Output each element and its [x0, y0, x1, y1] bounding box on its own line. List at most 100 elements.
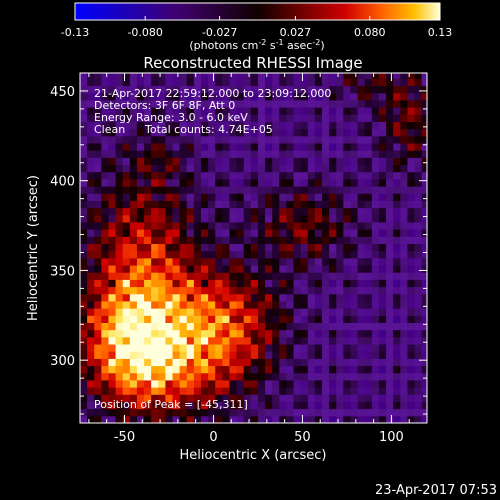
heatmap-cell [279, 344, 287, 352]
heatmap-cell [400, 415, 408, 423]
heatmap-cell [201, 329, 209, 338]
heatmap-cell [350, 387, 359, 395]
heatmap-cell [414, 358, 423, 367]
heatmap-cell [172, 265, 181, 273]
heatmap-cell [371, 394, 380, 402]
heatmap-cell [393, 322, 401, 331]
heatmap-cell [286, 300, 295, 309]
heatmap-cell [129, 178, 138, 187]
heatmap-cell [165, 99, 174, 108]
heatmap-cell [336, 286, 344, 295]
heatmap-cell [115, 387, 124, 395]
heatmap-cell [172, 315, 181, 323]
heatmap-cell [94, 73, 102, 79]
heatmap-cell [322, 135, 330, 144]
heatmap-cell [293, 178, 302, 187]
heatmap-cell [101, 164, 109, 173]
heatmap-cell [343, 200, 351, 209]
heatmap-cell [343, 344, 351, 352]
heatmap-cell [400, 193, 408, 201]
heatmap-cell [293, 99, 302, 108]
heatmap-cell [393, 229, 401, 237]
heatmap-cell [129, 78, 138, 87]
heatmap-cell [421, 408, 427, 417]
heatmap-cell [250, 243, 259, 252]
heatmap-cell [371, 186, 380, 194]
heatmap-cell [300, 200, 309, 209]
heatmap-cell [158, 329, 166, 338]
heatmap-cell [378, 257, 387, 266]
heatmap-cell [272, 315, 280, 323]
heatmap-cell [336, 308, 344, 316]
heatmap-cell [165, 143, 174, 151]
heatmap-cell [129, 250, 138, 259]
heatmap-cell [407, 336, 416, 345]
heatmap-cell [87, 394, 95, 402]
heatmap-cell [357, 372, 366, 381]
heatmap-cell [243, 73, 252, 79]
heatmap-cell [236, 365, 245, 374]
heatmap-cell [386, 351, 394, 359]
heatmap-cell [179, 178, 188, 187]
heatmap-cell [257, 265, 266, 273]
heatmap-cell [208, 250, 216, 259]
heatmap-cell [300, 387, 309, 395]
heatmap-cell [357, 293, 366, 302]
heatmap-cell [386, 329, 394, 338]
heatmap-cell [236, 214, 245, 223]
heatmap-cell [343, 408, 351, 417]
heatmap-cell [179, 272, 188, 280]
heatmap-cell [172, 207, 181, 216]
heatmap-cell [136, 229, 145, 237]
heatmap-cell [243, 286, 252, 295]
heatmap-cell [350, 329, 359, 338]
heatmap-cell [87, 243, 95, 252]
heatmap-cell [265, 143, 273, 151]
heatmap-cell [357, 329, 366, 338]
heatmap-cell [151, 99, 159, 108]
heatmap-cell [386, 257, 394, 266]
heatmap-cell [272, 114, 280, 122]
heatmap-cell [186, 229, 195, 237]
heatmap-cell [336, 186, 344, 194]
heatmap-cell [101, 92, 109, 101]
heatmap-cell [414, 178, 423, 187]
heatmap-cell [144, 243, 152, 252]
heatmap-cell [179, 394, 188, 402]
heatmap-cell [364, 265, 373, 273]
heatmap-cell [336, 73, 344, 79]
heatmap-cell [129, 114, 138, 122]
heatmap-cell [87, 379, 95, 388]
heatmap-cell [343, 114, 351, 122]
heatmap-cell [158, 293, 166, 302]
heatmap-cell [386, 315, 394, 323]
heatmap-cell [257, 207, 266, 216]
heatmap-cell [378, 379, 387, 388]
heatmap-cell [314, 150, 323, 158]
heatmap-cell [250, 207, 259, 216]
heatmap-cell [193, 250, 202, 259]
heatmap-cell [179, 315, 188, 323]
heatmap-cell [250, 78, 259, 87]
heatmap-cell [350, 221, 359, 230]
heatmap-cell [94, 344, 102, 352]
heatmap-cell [108, 229, 117, 237]
heatmap-cell [87, 415, 95, 423]
heatmap-cell [87, 279, 95, 288]
heatmap-cell [108, 85, 117, 94]
heatmap-cell [322, 358, 330, 367]
heatmap-cell [265, 221, 273, 230]
footer-timestamp: 23-Apr-2017 07:53 [375, 483, 497, 498]
heatmap-cell [307, 143, 316, 151]
heatmap-cell [172, 193, 181, 201]
heatmap-cell [343, 358, 351, 367]
heatmap-cell [108, 178, 117, 187]
heatmap-cell [257, 379, 266, 388]
heatmap-cell [136, 329, 145, 338]
heatmap-cell [236, 229, 245, 237]
heatmap-cell [286, 286, 295, 295]
heatmap-cell [400, 272, 408, 280]
heatmap-cell [87, 92, 95, 101]
heatmap-cell [393, 250, 401, 259]
heatmap-cell [400, 387, 408, 395]
